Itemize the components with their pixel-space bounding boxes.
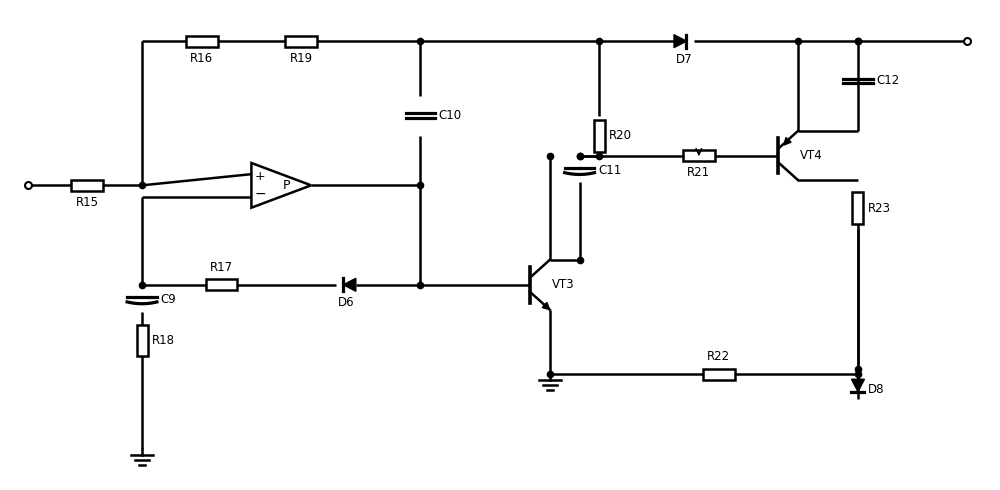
Text: D7: D7 bbox=[676, 52, 692, 66]
Text: VT3: VT3 bbox=[552, 278, 574, 291]
Text: +: + bbox=[255, 170, 266, 183]
Text: −: − bbox=[255, 187, 266, 201]
Bar bbox=[852, 192, 863, 224]
Text: D6: D6 bbox=[338, 296, 354, 309]
Polygon shape bbox=[674, 35, 686, 48]
Bar bbox=[186, 36, 218, 47]
Text: VT4: VT4 bbox=[800, 149, 823, 162]
Text: R16: R16 bbox=[190, 52, 213, 65]
Text: P: P bbox=[282, 179, 290, 192]
Polygon shape bbox=[251, 163, 311, 208]
Text: C12: C12 bbox=[876, 74, 900, 87]
Polygon shape bbox=[542, 302, 550, 310]
Text: R15: R15 bbox=[76, 196, 99, 209]
Polygon shape bbox=[343, 278, 356, 291]
Bar bbox=[594, 120, 605, 151]
Text: C11: C11 bbox=[598, 164, 621, 177]
Text: R19: R19 bbox=[290, 52, 313, 65]
Text: R18: R18 bbox=[151, 334, 174, 347]
Bar bbox=[137, 324, 148, 356]
Polygon shape bbox=[784, 138, 791, 145]
Text: R20: R20 bbox=[609, 129, 632, 142]
Bar bbox=[71, 180, 103, 191]
Bar bbox=[683, 150, 715, 161]
Text: C10: C10 bbox=[439, 109, 462, 122]
Text: R23: R23 bbox=[867, 202, 890, 215]
Text: C9: C9 bbox=[160, 293, 176, 306]
Text: D8: D8 bbox=[868, 383, 884, 396]
Text: R22: R22 bbox=[707, 350, 730, 363]
Bar bbox=[703, 369, 735, 380]
Text: R17: R17 bbox=[210, 261, 233, 274]
Polygon shape bbox=[851, 379, 864, 392]
Bar bbox=[206, 279, 237, 290]
Bar bbox=[285, 36, 317, 47]
Text: R21: R21 bbox=[687, 167, 710, 179]
